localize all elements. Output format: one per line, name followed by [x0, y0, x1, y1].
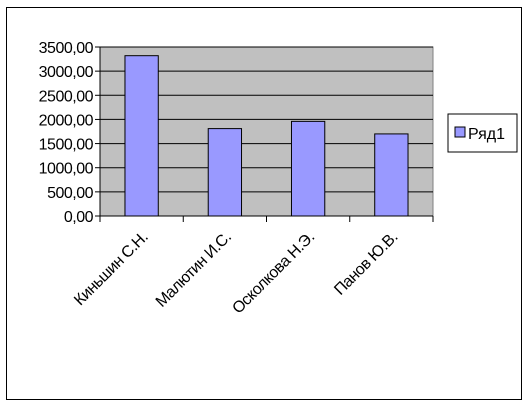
y-tick-label: 3500,00: [39, 40, 94, 57]
y-tick-label: 0,00: [64, 209, 94, 226]
x-axis-tick-labels: Киньшин С.Н. Малютин И.С.Осколкова Н.Э. Па…: [71, 229, 401, 318]
bars: [124, 55, 409, 217]
x-tick-label: Киньшин С.Н.: [71, 229, 151, 309]
y-tick-label: 3000,00: [39, 64, 94, 81]
y-tick-label: 500,00: [47, 185, 94, 202]
legend-label: Ряд1: [468, 126, 505, 143]
x-tick-label: Малютин И.С.: [153, 229, 235, 311]
y-tick-label: 1000,00: [39, 161, 94, 178]
bar: [207, 128, 243, 217]
y-axis-tick-labels: 0,00 500,00 1000,00 1500,00 2000,00 2500,00 30…: [39, 40, 94, 226]
bar: [374, 133, 409, 217]
y-tick-label: 2500,00: [39, 88, 94, 105]
bar: [124, 55, 159, 217]
legend: Ряд1: [447, 113, 518, 153]
y-tick-label: 2000,00: [39, 112, 94, 129]
bar: [290, 120, 326, 217]
axes: [95, 46, 434, 222]
y-tick-label: 1500,00: [39, 137, 94, 154]
x-tick-label: Осколкова Н.Э.: [229, 229, 318, 318]
x-tick-label: Панов Ю.В.: [331, 229, 401, 299]
legend-swatch: [454, 126, 466, 138]
